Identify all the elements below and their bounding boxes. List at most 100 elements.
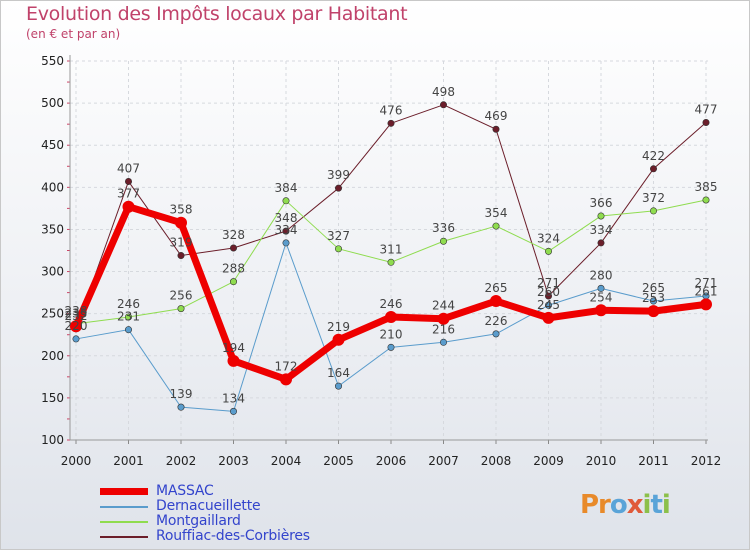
data-label-massac: 358 bbox=[170, 203, 193, 217]
legend-swatch-massac bbox=[100, 488, 148, 495]
point-dernacueillette bbox=[230, 407, 238, 415]
x-tick-label: 2012 bbox=[691, 454, 722, 468]
data-label-massac: 219 bbox=[327, 320, 350, 334]
point-massac bbox=[542, 311, 555, 324]
y-tick-label: 300 bbox=[41, 265, 64, 279]
point-rouffiac-des-corbi-res bbox=[492, 125, 500, 133]
chart-title: Evolution des Impôts locaux par Habitant bbox=[26, 3, 408, 25]
data-label-montgaillard: 384 bbox=[275, 181, 298, 195]
data-label-montgaillard: 256 bbox=[170, 289, 193, 303]
y-tick-label: 450 bbox=[41, 138, 64, 152]
point-massac bbox=[700, 298, 712, 311]
legend-label-rouffiac: Rouffiac-des-Corbières bbox=[156, 528, 310, 544]
point-montgaillard bbox=[492, 222, 500, 230]
data-label-rouffiac-des-corbi-res: 334 bbox=[590, 223, 613, 237]
data-label-massac: 253 bbox=[642, 291, 665, 305]
axes: 100 150 200 250 300 350 400 450 500 550 2000 2001 20… bbox=[41, 54, 721, 468]
point-rouffiac-des-corbi-res bbox=[125, 177, 133, 185]
point-rouffiac-des-corbi-res bbox=[597, 239, 605, 247]
data-label-montgaillard: 366 bbox=[590, 196, 613, 210]
point-massac bbox=[280, 373, 292, 386]
data-label-montgaillard: 327 bbox=[327, 229, 350, 243]
data-label-dernacueillette: 271 bbox=[695, 276, 718, 290]
point-montgaillard bbox=[387, 258, 395, 266]
y-tick-label: 150 bbox=[41, 391, 64, 405]
point-rouffiac-des-corbi-res bbox=[282, 227, 290, 235]
x-tick-label: 2009 bbox=[533, 454, 564, 468]
x-tick-label: 2006 bbox=[376, 454, 407, 468]
point-massac bbox=[227, 354, 240, 367]
point-rouffiac-des-corbi-res bbox=[439, 101, 447, 109]
y-tick-label: 550 bbox=[41, 54, 64, 68]
data-label-montgaillard: 385 bbox=[695, 180, 718, 194]
data-label-dernacueillette: 265 bbox=[642, 281, 665, 295]
point-dernacueillette bbox=[492, 330, 500, 338]
point-massac bbox=[595, 304, 607, 317]
point-dernacueillette bbox=[649, 297, 657, 305]
point-dernacueillette bbox=[439, 338, 447, 346]
data-label-dernacueillette: 226 bbox=[485, 314, 508, 328]
point-dernacueillette bbox=[125, 326, 133, 334]
point-massac bbox=[437, 312, 450, 325]
point-rouffiac-des-corbi-res bbox=[334, 184, 342, 192]
point-montgaillard bbox=[597, 212, 605, 220]
data-label-massac: 194 bbox=[222, 341, 245, 355]
point-montgaillard bbox=[649, 207, 657, 215]
data-label-rouffiac-des-corbi-res: 319 bbox=[170, 236, 193, 250]
y-tick-label: 250 bbox=[41, 307, 64, 321]
data-label-dernacueillette: 210 bbox=[380, 327, 403, 341]
x-tick-label: 2002 bbox=[166, 454, 197, 468]
point-montgaillard bbox=[702, 196, 710, 204]
data-label-rouffiac-des-corbi-res: 422 bbox=[642, 149, 665, 163]
data-label-montgaillard: 246 bbox=[117, 297, 140, 311]
x-tick-label: 2000 bbox=[61, 454, 92, 468]
series-lines bbox=[70, 101, 712, 415]
data-label-montgaillard: 354 bbox=[485, 206, 508, 220]
x-tick-label: 2005 bbox=[323, 454, 354, 468]
legend-label-montgaillard: Montgaillard bbox=[156, 513, 241, 529]
point-dernacueillette bbox=[544, 301, 552, 309]
point-rouffiac-des-corbi-res bbox=[387, 119, 395, 127]
data-label-massac: 244 bbox=[432, 299, 455, 313]
data-label-dernacueillette: 216 bbox=[432, 322, 455, 336]
x-tick-label: 2011 bbox=[638, 454, 669, 468]
proxiti-logo: Proxiti bbox=[580, 490, 671, 520]
data-label-massac: 246 bbox=[380, 297, 403, 311]
data-label-massac: 245 bbox=[537, 298, 560, 312]
y-tick-label: 350 bbox=[41, 222, 64, 236]
point-massac bbox=[332, 333, 345, 346]
point-rouffiac-des-corbi-res bbox=[544, 292, 552, 300]
x-tick-label: 2008 bbox=[481, 454, 512, 468]
point-montgaillard bbox=[230, 278, 238, 286]
point-massac bbox=[175, 216, 187, 229]
point-massac bbox=[70, 320, 82, 333]
data-label-rouffiac-des-corbi-res: 348 bbox=[275, 211, 298, 225]
point-montgaillard bbox=[282, 197, 290, 205]
data-label-dernacueillette: 134 bbox=[222, 391, 245, 405]
data-label-rouffiac-des-corbi-res: 476 bbox=[380, 103, 403, 117]
data-label-massac: 261 bbox=[695, 284, 718, 298]
data-label-dernacueillette: 334 bbox=[275, 223, 298, 237]
point-dernacueillette bbox=[334, 382, 342, 390]
data-label-montgaillard: 324 bbox=[537, 231, 560, 245]
data-label-montgaillard: 238 bbox=[65, 304, 88, 318]
data-label-dernacueillette: 220 bbox=[65, 319, 88, 333]
y-tick-label: 500 bbox=[41, 96, 64, 110]
point-massac bbox=[490, 295, 502, 308]
data-label-dernacueillette: 139 bbox=[170, 387, 193, 401]
data-label-rouffiac-des-corbi-res: 477 bbox=[695, 102, 718, 116]
x-tick-label: 2003 bbox=[218, 454, 249, 468]
data-label-dernacueillette: 260 bbox=[537, 285, 560, 299]
data-label-massac: 172 bbox=[275, 359, 298, 373]
legend-swatch-dernacueillette bbox=[100, 506, 148, 508]
data-label-rouffiac-des-corbi-res: 407 bbox=[117, 161, 140, 175]
point-rouffiac-des-corbi-res bbox=[649, 165, 657, 173]
data-label-rouffiac-des-corbi-res: 469 bbox=[485, 109, 508, 123]
y-tick-label: 100 bbox=[41, 433, 64, 447]
data-label-rouffiac-des-corbi-res: 328 bbox=[222, 228, 245, 242]
data-label-massac: 254 bbox=[590, 290, 613, 304]
point-montgaillard bbox=[125, 313, 133, 321]
legend-swatch-rouffiac bbox=[100, 536, 148, 538]
